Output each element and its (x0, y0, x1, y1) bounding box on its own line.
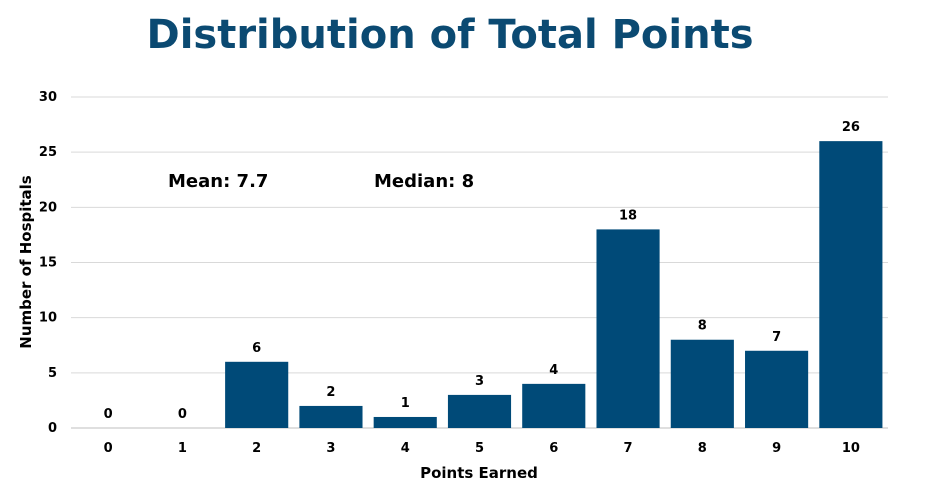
bar (745, 350, 809, 428)
bar (522, 383, 586, 428)
y-axis-ticks: 0 5 10 15 20 25 30 (39, 90, 57, 436)
x-tick-label: 9 (772, 441, 781, 456)
y-axis-label: Number of Hospitals (17, 175, 35, 349)
x-tick-label: 0 (104, 441, 113, 456)
bar (299, 405, 363, 428)
x-tick-label: 5 (475, 441, 484, 456)
mean-annotation: Mean: 7.7 (168, 171, 268, 192)
data-label: 8 (698, 319, 707, 334)
median-annotation: Median: 8 (374, 171, 474, 192)
y-tick-label: 10 (39, 311, 57, 326)
data-label: 7 (772, 330, 781, 345)
y-tick-label: 15 (39, 256, 57, 271)
gridlines (71, 96, 888, 429)
x-tick-label: 1 (178, 441, 187, 456)
bar (447, 394, 512, 428)
y-tick-label: 0 (48, 421, 57, 436)
data-label: 0 (178, 407, 187, 422)
y-tick-label: 5 (48, 366, 57, 381)
y-tick-label: 20 (39, 200, 57, 215)
x-tick-label: 7 (624, 441, 633, 456)
data-label: 0 (104, 407, 113, 422)
x-tick-label: 6 (549, 441, 558, 456)
y-tick-label: 30 (39, 90, 57, 105)
data-label: 18 (619, 208, 637, 223)
data-label: 2 (326, 385, 335, 400)
data-label: 4 (549, 363, 558, 378)
bar (596, 229, 660, 428)
x-tick-label: 3 (326, 441, 335, 456)
data-label: 6 (252, 341, 261, 356)
x-axis-ticks: 0 1 2 3 4 5 6 7 8 9 10 (104, 441, 860, 456)
chart-title: Distribution of Total Points (146, 12, 753, 58)
bars (225, 141, 883, 428)
x-axis-label: Points Earned (420, 464, 538, 482)
x-tick-label: 8 (698, 441, 707, 456)
bar (670, 339, 734, 428)
data-label: 1 (401, 396, 410, 411)
bar (373, 416, 437, 428)
data-labels: 0 0 6 2 1 3 4 18 8 7 26 (104, 120, 860, 422)
bar (819, 141, 883, 428)
data-label: 3 (475, 374, 484, 389)
x-tick-label: 4 (401, 441, 410, 456)
bar (225, 361, 289, 428)
data-label: 26 (842, 120, 860, 135)
y-tick-label: 25 (39, 145, 57, 160)
x-tick-label: 2 (252, 441, 261, 456)
x-tick-label: 10 (842, 441, 860, 456)
